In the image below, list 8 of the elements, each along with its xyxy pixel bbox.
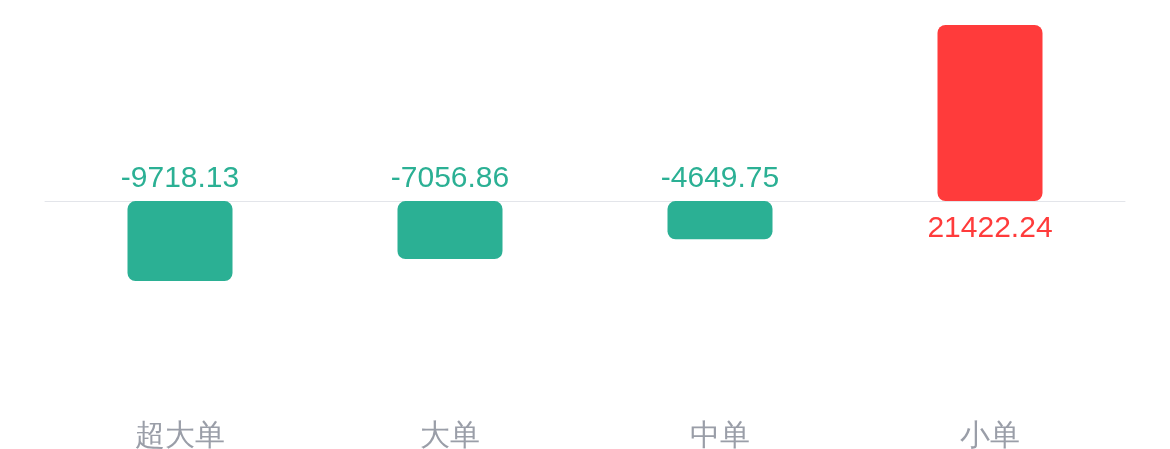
- x-tick-label: 小单: [960, 416, 1020, 449]
- x-tick-label: 超大单: [135, 416, 225, 449]
- x-tick-label: 大单: [420, 416, 480, 449]
- data-label: -7056.86: [390, 159, 510, 193]
- data-label: 21422.24: [927, 209, 1053, 243]
- x-tick-label: 中单: [690, 416, 750, 449]
- data-label: -4649.75: [660, 159, 780, 193]
- data-label: -9718.13: [120, 159, 240, 193]
